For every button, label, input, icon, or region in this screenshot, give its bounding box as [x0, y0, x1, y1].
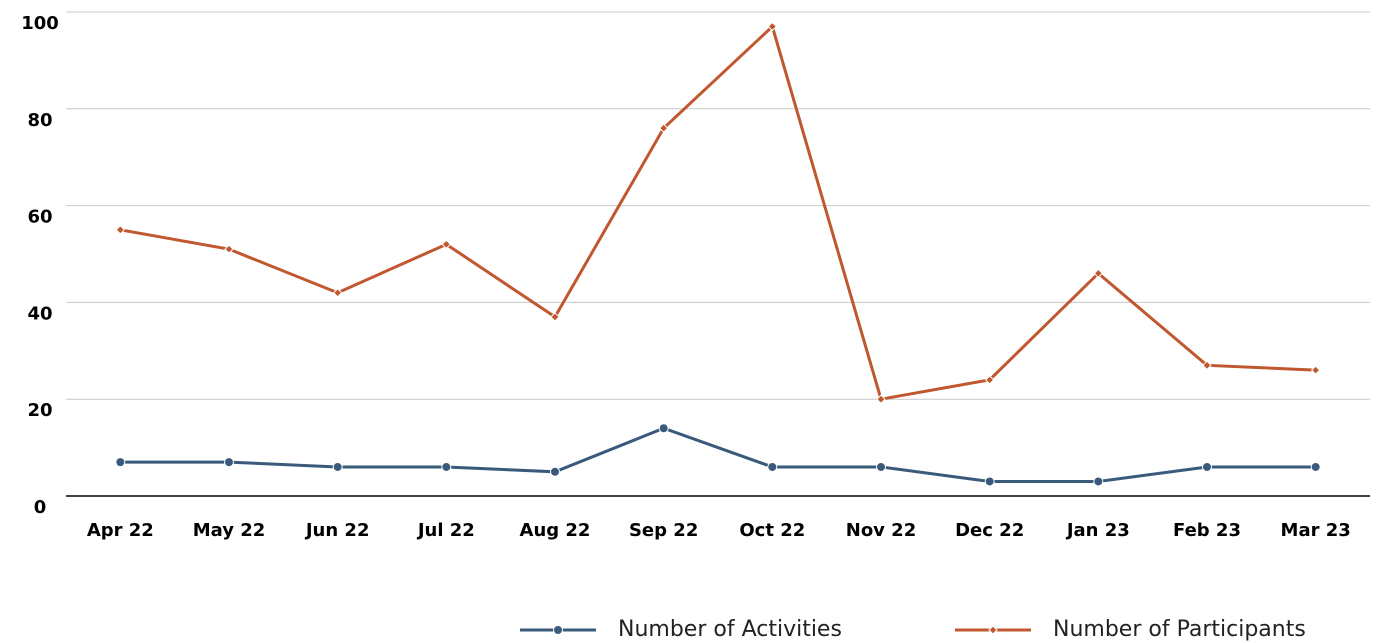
marker [553, 625, 563, 635]
x-tick-label: Nov 22 [846, 520, 916, 541]
marker [115, 225, 126, 235]
marker [658, 423, 669, 434]
x-tick-label: Jul 22 [416, 520, 475, 541]
x-tick-label: Sep 22 [629, 520, 698, 541]
marker [767, 461, 778, 472]
x-tick-label: May 22 [193, 520, 266, 541]
x-tick-label: Jan 23 [1065, 520, 1130, 541]
marker [1093, 476, 1104, 487]
marker [658, 123, 669, 133]
marker [1202, 360, 1212, 371]
marker [767, 21, 778, 32]
marker [441, 239, 452, 250]
y-tick-label: 40 [27, 303, 52, 324]
marker [1202, 461, 1212, 472]
y-tick-label: 0 [34, 497, 47, 518]
marker [224, 457, 234, 468]
series-line [120, 426, 1316, 483]
y-tick-label: 60 [27, 207, 52, 228]
legend-label: Number of Activities [618, 617, 842, 642]
x-tick-label: Feb 23 [1173, 520, 1241, 541]
y-tick-label: 80 [27, 110, 52, 131]
marker [441, 461, 452, 472]
x-tick-label: Oct 22 [739, 520, 805, 541]
legend-label: Number of Participants [1053, 617, 1306, 642]
marker [550, 466, 560, 477]
marker [1310, 365, 1321, 375]
marker [988, 625, 998, 635]
x-tick-label: Mar 23 [1281, 520, 1351, 541]
y-tick-label: 100 [21, 13, 59, 34]
marker [984, 375, 995, 385]
marker [876, 394, 886, 404]
marker [876, 461, 886, 472]
y-tick-label: 20 [27, 400, 52, 421]
marker [224, 244, 234, 254]
x-tick-label: Aug 22 [520, 520, 591, 541]
x-tick-label: Dec 22 [955, 520, 1024, 541]
x-tick-label: Apr 22 [87, 520, 154, 541]
marker [1093, 268, 1104, 279]
marker [1310, 461, 1321, 472]
x-tick-label: Jun 22 [304, 520, 370, 541]
marker [984, 476, 995, 487]
marker [332, 461, 343, 472]
marker [550, 312, 560, 322]
series-line [120, 23, 1316, 401]
marker [332, 288, 343, 298]
marker [115, 457, 126, 468]
